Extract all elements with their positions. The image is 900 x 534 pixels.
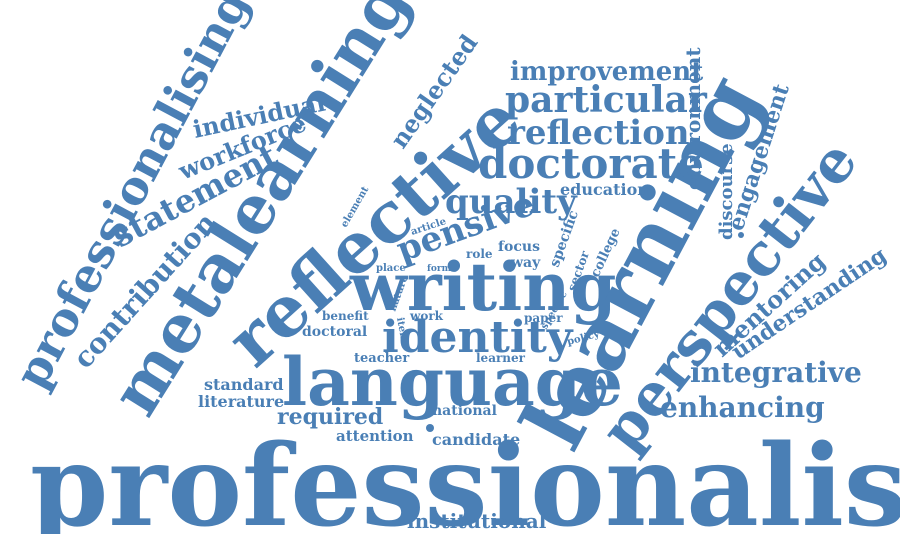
word-language: language xyxy=(282,343,623,421)
word-institutional: institutional xyxy=(407,509,547,533)
dot-marker xyxy=(426,424,434,432)
word-reflection: reflection xyxy=(507,113,690,153)
word-identity: identity xyxy=(382,312,574,363)
word-standard: standard xyxy=(204,375,284,394)
word-place: place xyxy=(376,263,406,274)
word-literature: literature xyxy=(198,392,284,411)
word-writing: writing xyxy=(349,248,616,326)
word-focus: focus xyxy=(498,239,540,255)
word-teacher: teacher xyxy=(354,351,409,366)
word-required: required xyxy=(277,404,383,430)
word-candidate: candidate xyxy=(432,430,520,449)
word-education: education xyxy=(560,180,649,199)
word-enhancing: enhancing xyxy=(660,391,825,424)
word-environment: environment xyxy=(681,47,705,190)
word-paper: paper xyxy=(524,311,563,325)
word-doctorate: doctorate xyxy=(478,139,704,188)
word-way: way xyxy=(510,255,541,271)
word-discourse: discourse xyxy=(716,143,737,240)
word-item: item xyxy=(394,317,409,344)
word-professionalism: professionalism xyxy=(30,421,900,534)
word-form: form xyxy=(427,264,452,274)
word-role: role xyxy=(466,247,493,261)
word-quality: quality xyxy=(445,182,578,222)
dot-marker xyxy=(738,232,744,238)
word-attention: attention xyxy=(336,427,414,445)
word-doctoral: doctoral xyxy=(302,324,367,340)
word-work: work xyxy=(409,309,444,323)
word-national: national xyxy=(432,403,497,419)
word-benefit: benefit xyxy=(322,309,369,323)
word-integrative: integrative xyxy=(690,356,862,389)
word-particular: particular xyxy=(505,79,708,121)
word-learner: learner xyxy=(476,351,526,365)
word-improvement: improvement xyxy=(510,57,703,87)
